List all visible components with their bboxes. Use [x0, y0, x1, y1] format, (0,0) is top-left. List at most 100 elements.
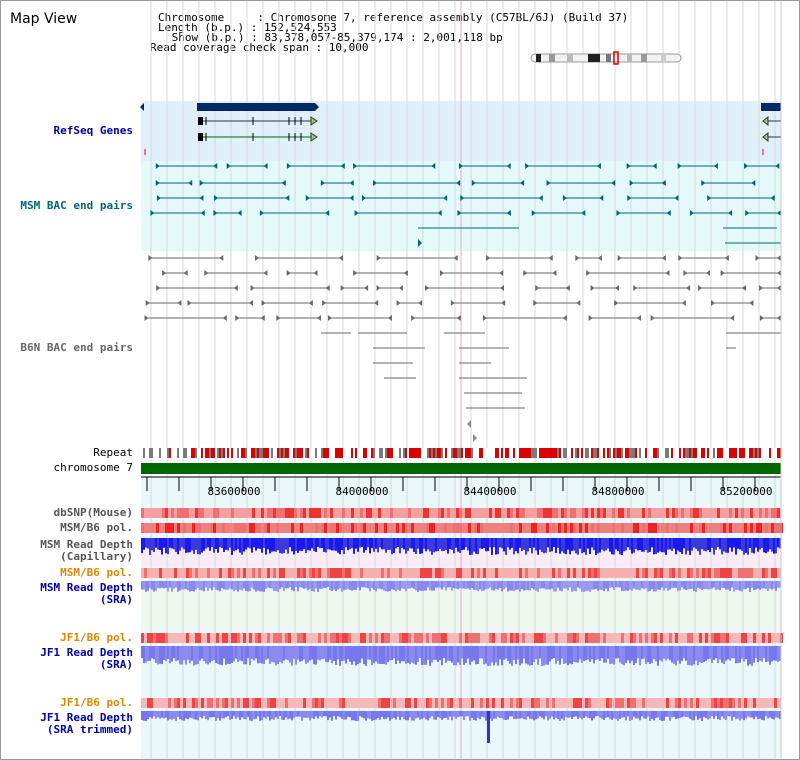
jf1-b6-pol-heat-cell: [594, 633, 597, 643]
track-label-msm-b6-pol-1[interactable]: MSM/B6 pol.: [60, 521, 133, 534]
jf1-trimmed-depth-bar: [513, 711, 515, 720]
repeat-element: [701, 448, 703, 458]
dbsnp-heat-cell: [324, 508, 327, 518]
jf1-trimmed-depth-bar: [611, 711, 613, 720]
jf1-trimmed-depth-bar: [377, 711, 379, 719]
msm-capillary-depth-bar: [733, 538, 735, 548]
msm-capillary-depth-bar: [377, 538, 379, 553]
ideogram-band: [606, 54, 611, 62]
jf1-trimmed-depth-bar: [303, 711, 305, 718]
msm-sra-depth-bar: [141, 581, 143, 590]
jf1-trimmed-depth-bar: [259, 711, 261, 721]
jf1-b6-pol-heat-2-cell: [252, 698, 255, 708]
repeat-element: [219, 448, 221, 458]
jf1-sra-depth-bar: [249, 646, 251, 666]
b6n-bac-pair-end: [724, 255, 729, 261]
track-label-refseq[interactable]: RefSeq Genes: [53, 124, 133, 137]
track-label-msm-bac[interactable]: MSM BAC end pairs: [20, 199, 133, 212]
msm-sra-depth-bar: [501, 581, 503, 592]
track-label-jf1-b6-pol-2[interactable]: JF1/B6 pol.: [60, 696, 133, 709]
jf1-b6-pol-heat-2-cell: [774, 698, 777, 708]
msm-capillary-depth-bar: [239, 538, 241, 553]
track-label-msm-depth-capillary[interactable]: MSM Read Depth: [40, 538, 133, 551]
msm-capillary-depth-bar: [427, 538, 429, 550]
jf1-trimmed-depth-bar: [281, 711, 283, 720]
msm-b6-pol-heat-2-cell: [588, 568, 591, 578]
b6n-bac-pair-end: [144, 315, 149, 321]
msm-sra-depth-bar: [749, 581, 751, 592]
repeat-element: [419, 448, 421, 458]
msm-b6-pol-heat-cell: [222, 523, 225, 533]
msm-sra-depth-bar: [451, 581, 453, 591]
msm-capillary-depth-bar: [465, 538, 467, 548]
b6n-bac-pair-end: [249, 300, 254, 306]
msm-sra-depth-bar: [459, 581, 461, 589]
msm-sra-depth-bar: [675, 581, 677, 588]
msm-bac-pair-end: [677, 163, 682, 169]
repeat-element: [207, 448, 209, 458]
msm-sra-depth-bar: [579, 581, 581, 589]
jf1-sra-depth-bar: [465, 646, 467, 663]
track-label-msm-depth-sra[interactable]: MSM Read Depth: [40, 581, 133, 594]
msm-b6-pol-heat-2-cell: [774, 568, 777, 578]
repeat-element: [265, 448, 267, 458]
jf1-sra-depth-bar: [215, 646, 217, 664]
msm-capillary-depth-bar: [683, 538, 685, 549]
msm-capillary-depth-bar: [635, 538, 637, 550]
jf1-b6-pol-heat-cell: [231, 633, 234, 643]
repeat-element: [679, 448, 681, 458]
msm-sra-depth-bar: [747, 581, 749, 588]
msm-capillary-depth-bar: [287, 538, 289, 554]
msm-capillary-depth-bar: [621, 538, 623, 555]
track-label-dbsnp[interactable]: dbSNP(Mouse): [53, 506, 133, 519]
jf1-trimmed-depth-bar: [159, 711, 161, 719]
msm-capillary-depth-bar: [693, 538, 695, 548]
msm-sra-depth-bar: [719, 581, 721, 591]
msm-capillary-depth-bar: [201, 538, 203, 553]
jf1-sra-depth-bar: [175, 646, 177, 662]
msm-sra-depth-bar: [349, 581, 351, 590]
b6n-bac-pair-end: [730, 315, 735, 321]
jf1-sra-depth-bar: [535, 646, 537, 660]
dbsnp-heat-cell: [549, 508, 552, 518]
jf1-trimmed-depth-bar: [729, 711, 731, 717]
jf1-trimmed-depth-bar: [711, 711, 713, 717]
jf1-sra-depth-bar: [205, 646, 207, 664]
track-label-jf1-depth-trimmed[interactable]: JF1 Read Depth: [40, 711, 133, 724]
msm-capillary-depth-bar: [335, 538, 337, 551]
jf1-trimmed-depth-bar: [771, 711, 773, 719]
jf1-b6-pol-heat-2-cell: [258, 698, 261, 708]
jf1-sra-depth-bar: [289, 646, 291, 663]
repeat-element: [143, 448, 145, 458]
track-label-b6n-bac[interactable]: B6N BAC end pairs: [20, 341, 133, 354]
track-label-jf1-depth-sra[interactable]: JF1 Read Depth: [40, 646, 133, 659]
jf1-sra-depth-bar: [543, 646, 545, 666]
track-label-msm-b6-pol-2[interactable]: MSM/B6 pol.: [60, 566, 133, 579]
jf1-sra-depth-bar: [365, 646, 367, 666]
repeat-element: [431, 448, 433, 458]
jf1-b6-pol-heat-2-cell: [492, 698, 495, 708]
msm-sra-depth-bar: [523, 581, 525, 591]
msm-capillary-depth-bar: [351, 538, 353, 549]
msm-capillary-depth-bar: [399, 538, 401, 554]
dbsnp-heat-cell: [561, 508, 564, 518]
msm-capillary-depth-bar: [193, 538, 195, 554]
jf1-trimmed-depth-bar: [589, 711, 591, 719]
jf1-b6-pol-heat-cell: [375, 633, 378, 643]
ideogram-band: [536, 54, 541, 62]
jf1-trimmed-depth-bar: [387, 711, 389, 718]
jf1-trimmed-depth-bar: [755, 711, 757, 717]
track-label-jf1-b6-pol-1[interactable]: JF1/B6 pol.: [60, 631, 133, 644]
dbsnp-heat-cell: [213, 508, 216, 518]
jf1-trimmed-depth-bar: [179, 711, 181, 720]
jf1-sra-depth-bar: [341, 646, 343, 662]
jf1-sra-depth-bar: [513, 646, 515, 661]
jf1-sra-depth-bar: [161, 646, 163, 665]
jf1-b6-pol-heat-2-cell: [267, 698, 270, 708]
jf1-sra-depth-bar: [187, 646, 189, 660]
jf1-trimmed-depth-bar: [633, 711, 635, 717]
msm-capillary-depth-bar: [367, 538, 369, 548]
msm-b6-pol-heat-2-cell: [597, 568, 600, 578]
jf1-trimmed-depth-bar: [223, 711, 225, 719]
